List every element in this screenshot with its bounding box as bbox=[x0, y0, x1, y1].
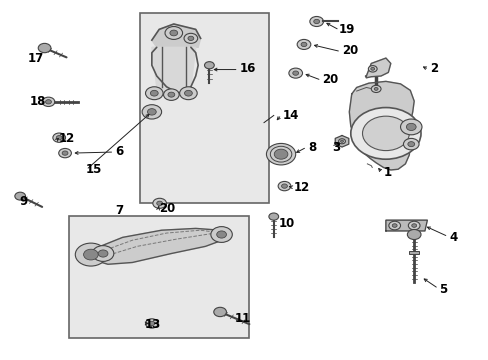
Text: 1: 1 bbox=[383, 166, 391, 179]
Circle shape bbox=[145, 87, 163, 100]
Circle shape bbox=[204, 62, 214, 69]
Circle shape bbox=[169, 30, 177, 36]
Circle shape bbox=[274, 149, 287, 159]
Text: 15: 15 bbox=[86, 163, 102, 176]
Circle shape bbox=[163, 89, 179, 100]
Circle shape bbox=[309, 17, 323, 27]
Text: 13: 13 bbox=[144, 318, 161, 331]
Circle shape bbox=[98, 250, 108, 257]
Polygon shape bbox=[348, 81, 413, 170]
Circle shape bbox=[179, 87, 197, 100]
Circle shape bbox=[164, 27, 182, 40]
Circle shape bbox=[45, 100, 51, 104]
Circle shape bbox=[370, 67, 374, 70]
Circle shape bbox=[62, 151, 68, 155]
Text: 19: 19 bbox=[338, 23, 354, 36]
Circle shape bbox=[216, 231, 226, 238]
Circle shape bbox=[42, 97, 55, 107]
Circle shape bbox=[210, 226, 232, 242]
Circle shape bbox=[149, 321, 155, 325]
Text: 20: 20 bbox=[322, 73, 338, 86]
Text: 10: 10 bbox=[278, 216, 294, 230]
Circle shape bbox=[388, 221, 400, 230]
Text: 20: 20 bbox=[159, 202, 175, 215]
Circle shape bbox=[391, 224, 396, 227]
Circle shape bbox=[406, 123, 415, 131]
Circle shape bbox=[15, 192, 25, 200]
Circle shape bbox=[403, 138, 418, 150]
Circle shape bbox=[83, 249, 98, 260]
Circle shape bbox=[313, 19, 319, 24]
Circle shape bbox=[59, 148, 71, 158]
Circle shape bbox=[75, 243, 106, 266]
Polygon shape bbox=[152, 24, 200, 47]
Circle shape bbox=[338, 139, 345, 144]
Circle shape bbox=[367, 66, 376, 72]
Text: 12: 12 bbox=[58, 132, 74, 145]
Circle shape bbox=[184, 90, 192, 96]
Circle shape bbox=[157, 201, 162, 206]
Polygon shape bbox=[91, 228, 224, 264]
Circle shape bbox=[92, 246, 114, 261]
Text: 20: 20 bbox=[341, 44, 358, 57]
Text: 11: 11 bbox=[234, 311, 250, 325]
Text: 6: 6 bbox=[115, 145, 123, 158]
Circle shape bbox=[407, 229, 420, 239]
Polygon shape bbox=[335, 135, 348, 147]
Text: 14: 14 bbox=[282, 109, 298, 122]
Text: 12: 12 bbox=[293, 181, 309, 194]
Polygon shape bbox=[152, 47, 195, 98]
Polygon shape bbox=[385, 220, 427, 231]
Circle shape bbox=[187, 36, 193, 41]
Circle shape bbox=[373, 87, 377, 90]
Circle shape bbox=[362, 116, 408, 150]
Text: 5: 5 bbox=[439, 283, 447, 296]
Bar bbox=[408, 251, 418, 253]
Circle shape bbox=[145, 319, 158, 328]
Circle shape bbox=[38, 43, 51, 53]
Bar bbox=[140, 13, 268, 203]
Text: 8: 8 bbox=[307, 141, 316, 154]
Circle shape bbox=[301, 42, 306, 46]
Text: 18: 18 bbox=[30, 95, 46, 108]
Text: 2: 2 bbox=[429, 62, 437, 75]
Circle shape bbox=[281, 184, 287, 188]
Circle shape bbox=[153, 198, 166, 208]
Circle shape bbox=[297, 40, 310, 49]
Circle shape bbox=[150, 90, 158, 96]
Bar bbox=[69, 216, 249, 338]
Circle shape bbox=[407, 141, 414, 147]
Circle shape bbox=[278, 181, 290, 191]
Text: 4: 4 bbox=[448, 231, 457, 244]
Text: 9: 9 bbox=[19, 195, 27, 208]
Circle shape bbox=[340, 140, 343, 142]
Polygon shape bbox=[365, 58, 390, 78]
Circle shape bbox=[147, 109, 156, 115]
Circle shape bbox=[350, 108, 420, 159]
Circle shape bbox=[400, 119, 421, 135]
Circle shape bbox=[53, 133, 65, 142]
Circle shape bbox=[292, 71, 298, 75]
Circle shape bbox=[288, 68, 302, 78]
Circle shape bbox=[370, 85, 380, 93]
Text: 7: 7 bbox=[115, 204, 123, 217]
Circle shape bbox=[167, 92, 174, 97]
Text: 3: 3 bbox=[331, 141, 340, 154]
Text: 17: 17 bbox=[27, 51, 43, 64]
Circle shape bbox=[407, 221, 419, 230]
Text: 16: 16 bbox=[239, 62, 256, 75]
Circle shape bbox=[142, 105, 161, 119]
Circle shape bbox=[213, 307, 226, 317]
Circle shape bbox=[183, 33, 197, 43]
Circle shape bbox=[268, 213, 278, 220]
Circle shape bbox=[411, 224, 416, 227]
Circle shape bbox=[56, 135, 62, 140]
Circle shape bbox=[266, 143, 295, 165]
